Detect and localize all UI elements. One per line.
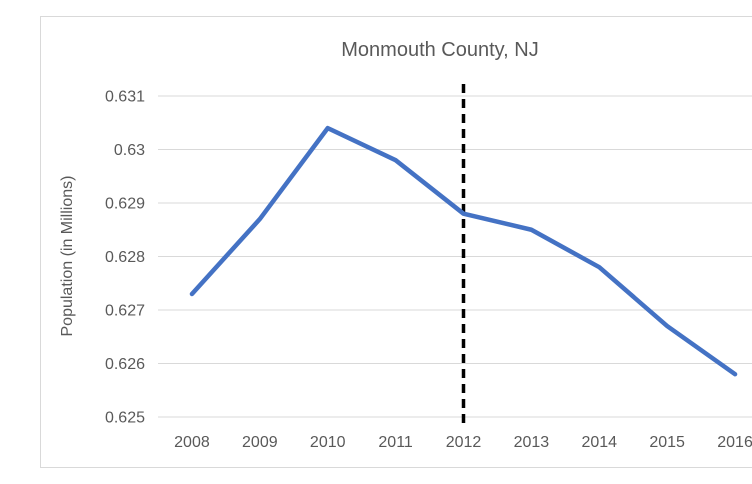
chart-title: Monmouth County, NJ (341, 39, 539, 61)
population-series-line (189, 125, 738, 377)
x-tick-label: 2010 (310, 434, 346, 451)
y-tick-label: 0.627 (105, 303, 145, 320)
x-tick-label: 2015 (649, 434, 685, 451)
x-tick-label: 2011 (378, 434, 413, 451)
y-tick-label: 0.626 (105, 356, 145, 373)
line-chart: Monmouth County, NJ Population (in Milli… (40, 16, 752, 468)
x-tick-label: 2012 (446, 434, 482, 451)
x-tick-label: 2013 (514, 434, 550, 451)
y-tick-label: 0.629 (105, 196, 145, 213)
plot-area: 0.625 0.626 0.627 0.628 0.629 0.63 0.631 2008 20… (105, 84, 752, 451)
y-tick-label: 0.628 (105, 249, 145, 266)
x-tick-label: 2008 (174, 434, 210, 451)
x-tick-label: 2014 (581, 434, 617, 451)
y-tick-label: 0.631 (105, 89, 145, 106)
y-tick-label: 0.63 (114, 142, 145, 159)
x-tick-label: 2009 (242, 434, 278, 451)
x-tick-label: 2016 (717, 434, 752, 451)
y-tick-label: 0.625 (105, 410, 145, 427)
